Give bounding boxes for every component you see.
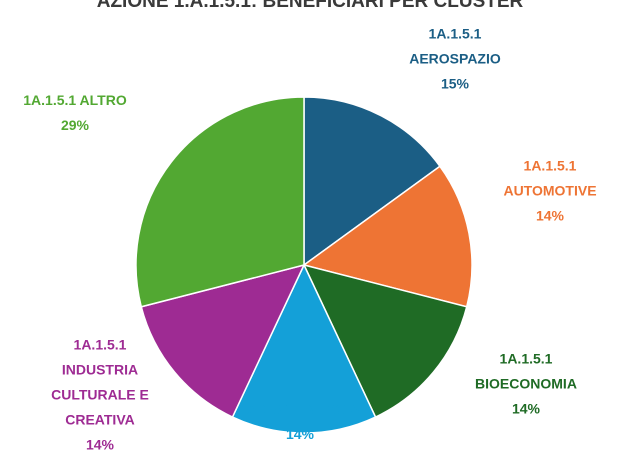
value-label: 15%: [440, 75, 470, 92]
pie-slice: [302, 165, 473, 308]
chart-title: AZIONE 1.A.1.5.1: BENEFICIARI PER CLUSTE…: [96, 0, 524, 12]
pie-slice: [303, 96, 441, 267]
category-label: 1A.1.5.1 INDUSTRIA CULTURALE E CREATIVA: [51, 336, 149, 428]
slice-label: 1A.1.5.1 INDUSTRIA CULTURALE E CREATIVA 1…: [44, 333, 156, 458]
slice-label: 1A.1.5.1 ALTRO 29%: [0, 88, 175, 138]
category-label: 1A.1.5.1 BIOECONOMIA: [475, 350, 577, 392]
slice-label: 1A.1.5.1 AUTOMOTIVE 14%: [490, 154, 610, 229]
value-label: 14%: [85, 436, 115, 453]
category-label: 1A.1.5.1 ALTRO: [23, 92, 127, 108]
slice-label: 1A.1.5.1 ENERGIA 14%: [190, 397, 410, 447]
category-label: 1A.1.5.1 ENERGIA: [239, 401, 361, 417]
pie-slice: [140, 263, 306, 419]
category-label: 1A.1.5.1 AEROSPAZIO: [409, 25, 501, 67]
slice-label: 1A.1.5.1 BIOECONOMIA 14%: [461, 347, 591, 422]
value-label: 14%: [285, 426, 315, 442]
pie-slice: [135, 96, 305, 308]
pie-slice: [231, 263, 377, 434]
value-label: 29%: [60, 117, 90, 133]
value-label: 14%: [535, 207, 565, 224]
slice-label: 1A.1.5.1 AEROSPAZIO 15%: [395, 22, 515, 97]
category-label: 1A.1.5.1 AUTOMOTIVE: [503, 157, 597, 199]
pie-slice: [302, 263, 468, 419]
value-label: 14%: [511, 400, 541, 417]
